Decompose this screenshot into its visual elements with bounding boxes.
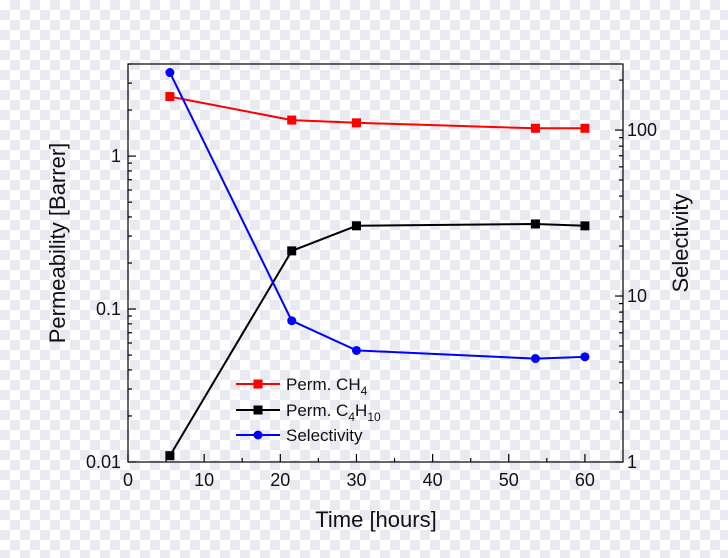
legend-label-main: Selectivity bbox=[286, 426, 363, 445]
x-tick-label: 0 bbox=[123, 470, 133, 490]
x-axis-title: Time [hours] bbox=[315, 507, 436, 532]
data-point bbox=[351, 221, 361, 231]
legend-swatch-marker bbox=[253, 405, 263, 415]
legend-label-subscript: 10 bbox=[367, 410, 381, 424]
legend-entry-label: Selectivity bbox=[286, 426, 363, 445]
data-point bbox=[165, 68, 175, 78]
data-point bbox=[165, 92, 175, 102]
y-right-tick-label: 1 bbox=[627, 452, 637, 472]
data-point bbox=[580, 352, 590, 362]
legend-label-subscript: 4 bbox=[348, 410, 355, 424]
data-point bbox=[287, 115, 297, 125]
data-point bbox=[351, 345, 361, 355]
y-right-axis-title: Selectivity bbox=[668, 193, 693, 292]
data-point bbox=[351, 118, 361, 128]
x-tick-label: 60 bbox=[575, 470, 595, 490]
axis-ticks bbox=[127, 63, 623, 463]
data-point bbox=[580, 221, 590, 231]
legend-label-main: H bbox=[355, 401, 367, 420]
legend-entry-label: Perm. CH4 bbox=[286, 375, 368, 398]
y-left-tick-label: 0.01 bbox=[86, 452, 121, 472]
y-right-tick-labels: 1 10 100 bbox=[627, 120, 657, 472]
x-tick-label: 50 bbox=[499, 470, 519, 490]
series-line bbox=[169, 72, 585, 360]
data-point bbox=[287, 246, 297, 256]
data-point bbox=[530, 354, 540, 364]
y-left-tick-labels: 0.01 0.1 1 bbox=[86, 146, 121, 472]
y-left-tick-label: 0.1 bbox=[96, 299, 121, 319]
legend-swatch-marker bbox=[253, 379, 263, 389]
y-right-tick-label: 100 bbox=[627, 120, 657, 140]
legend-label-main: Perm. C bbox=[286, 401, 348, 420]
legend-label-subscript: 4 bbox=[361, 384, 368, 398]
x-tick-labels: 0 10 20 30 40 50 60 bbox=[123, 470, 595, 490]
y-left-axis-title: Permeability [Barrer] bbox=[45, 143, 70, 344]
x-tick-label: 20 bbox=[270, 470, 290, 490]
y-left-tick-label: 1 bbox=[111, 146, 121, 166]
legend-swatch-marker bbox=[253, 430, 263, 440]
y-right-tick-label: 10 bbox=[627, 286, 647, 306]
series-layer bbox=[165, 68, 590, 461]
series-line bbox=[169, 95, 585, 130]
data-point bbox=[530, 219, 540, 229]
x-tick-label: 10 bbox=[194, 470, 214, 490]
data-point bbox=[580, 123, 590, 133]
data-point bbox=[530, 123, 540, 133]
data-point bbox=[287, 316, 297, 326]
legend-label-main: Perm. CH bbox=[286, 375, 361, 394]
legend-entry-label: Perm. C4H10 bbox=[286, 401, 381, 424]
data-point bbox=[165, 451, 175, 461]
x-tick-label: 40 bbox=[423, 470, 443, 490]
x-tick-label: 30 bbox=[346, 470, 366, 490]
